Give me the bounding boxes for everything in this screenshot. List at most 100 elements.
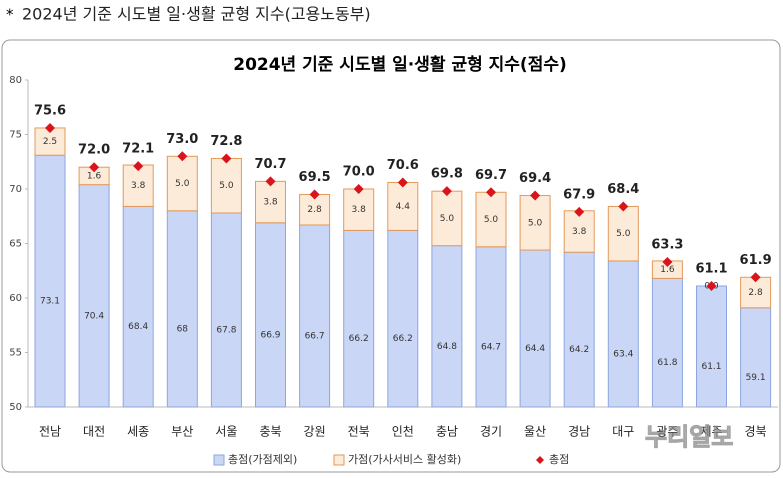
- bonus-bar: [475, 191, 507, 248]
- total-marker: [133, 161, 144, 172]
- base-bar: [696, 285, 727, 408]
- base-bar: [122, 205, 154, 408]
- x-tick-label: 충남: [436, 425, 458, 439]
- bonus-bar: [519, 195, 551, 251]
- base-bar: [387, 229, 419, 408]
- legend-marker: [536, 456, 544, 464]
- total-value-label: 69.5: [299, 170, 331, 185]
- total-value-label: 61.9: [740, 253, 772, 268]
- bonus-value-label: 5.0: [219, 181, 234, 191]
- chart-title: 2024년 기준 시도별 일·생활 균형 지수(점수): [233, 54, 567, 75]
- base-value-label: 64.2: [569, 345, 589, 355]
- base-value-label: 64.7: [481, 342, 501, 352]
- total-marker: [353, 184, 364, 194]
- bonus-value-label: 5.0: [440, 214, 455, 224]
- x-tick-label: 경기: [480, 425, 502, 439]
- total-marker: [221, 153, 232, 164]
- total-value-label: 70.6: [387, 158, 419, 173]
- total-value-label: 73.0: [166, 132, 198, 147]
- heading: 2024년 기준 시도별 일·생활 균형 지수(고용노동부): [22, 5, 371, 24]
- x-tick-label: 대전: [83, 425, 105, 439]
- base-value-label: 66.2: [349, 334, 369, 344]
- bonus-bar: [299, 193, 331, 226]
- bonus-value-label: 5.0: [528, 218, 543, 228]
- y-tick-label: 50: [9, 402, 22, 413]
- base-value-label: 64.4: [525, 344, 545, 354]
- total-value-label: 63.3: [651, 238, 683, 253]
- total-marker: [530, 190, 541, 201]
- base-bar: [210, 212, 242, 408]
- total-value-label: 72.8: [210, 134, 242, 149]
- watermark: 누리일보: [645, 423, 733, 451]
- x-tick-label: 대구: [612, 425, 634, 439]
- legend-swatch: [213, 454, 225, 466]
- x-tick-label: 서울: [215, 425, 237, 439]
- bonus-value-label: 5.0: [175, 179, 190, 189]
- base-bar: [166, 210, 198, 408]
- bonus-bar: [343, 188, 375, 231]
- bonus-bar: [431, 190, 463, 247]
- base-bar: [78, 184, 110, 408]
- x-tick-label: 제주: [700, 425, 722, 439]
- total-marker: [618, 201, 629, 212]
- bonus-value-label: 4.4: [396, 202, 411, 212]
- base-value-label: 66.2: [393, 334, 413, 344]
- base-value-label: 68: [177, 324, 189, 334]
- y-tick-label: 70: [9, 184, 22, 195]
- x-tick-label: 강원: [304, 425, 326, 439]
- total-marker: [265, 176, 276, 187]
- bonus-bar: [563, 210, 595, 253]
- y-tick-label: 55: [9, 348, 22, 359]
- base-bar: [740, 307, 772, 408]
- bonus-value-label: 2.8: [307, 205, 322, 215]
- x-tick-label: 세종: [127, 425, 149, 439]
- x-tick-label: 광주: [656, 425, 678, 439]
- base-value-label: 68.4: [128, 322, 148, 332]
- base-bar: [431, 245, 463, 408]
- y-tick-label: 60: [9, 293, 22, 304]
- legend-label: 총점(가점제외): [228, 453, 297, 466]
- base-value-label: 73.1: [40, 297, 60, 307]
- legend-label: 가점(가사서비스 활성화): [348, 452, 461, 466]
- total-marker: [177, 151, 188, 162]
- total-value-label: 75.6: [34, 103, 66, 118]
- base-value-label: 61.1: [701, 362, 721, 372]
- x-tick-label: 충북: [259, 425, 281, 439]
- base-bar: [519, 249, 551, 408]
- total-value-label: 69.8: [431, 167, 463, 182]
- total-marker: [486, 187, 496, 198]
- bonus-value-label: 1.6: [87, 171, 102, 181]
- x-tick-label: 경북: [745, 425, 767, 439]
- base-bar: [299, 224, 331, 408]
- x-tick-label: 울산: [524, 425, 546, 439]
- total-value-label: 72.1: [122, 142, 154, 157]
- bonus-value-label: 5.0: [616, 229, 631, 239]
- total-marker: [662, 257, 673, 268]
- total-marker: [309, 189, 320, 200]
- bonus-bar: [255, 180, 286, 224]
- x-tick-label: 전북: [348, 425, 370, 439]
- base-bar: [255, 222, 286, 408]
- total-value-label: 72.0: [78, 143, 110, 158]
- base-bar: [651, 277, 683, 408]
- base-bar: [34, 154, 66, 408]
- bonus-bar: [387, 181, 419, 231]
- base-value-label: 63.4: [613, 349, 633, 359]
- total-marker: [750, 272, 761, 283]
- legend-label: 총점: [549, 453, 569, 466]
- base-value-label: 66.7: [305, 331, 325, 341]
- total-marker: [397, 177, 408, 188]
- base-value-label: 67.8: [216, 325, 236, 335]
- total-value-label: 70.7: [254, 157, 286, 172]
- total-marker: [45, 122, 55, 133]
- x-tick-label: 전남: [39, 425, 61, 439]
- x-tick-label: 인천: [392, 424, 414, 439]
- bonus-value-label: 3.8: [131, 181, 146, 191]
- total-value-label: 61.1: [695, 262, 727, 277]
- total-marker: [441, 186, 452, 197]
- total-marker: [574, 206, 585, 217]
- total-value-label: 69.4: [519, 171, 551, 186]
- y-tick-label: 80: [9, 75, 22, 86]
